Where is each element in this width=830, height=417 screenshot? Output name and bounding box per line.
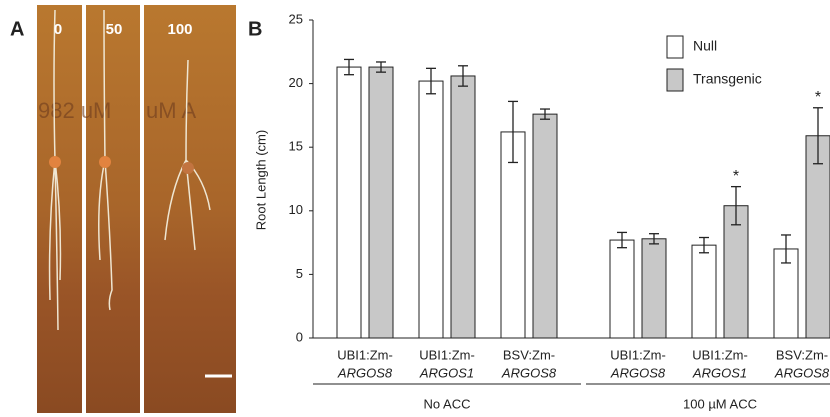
- x-tick-label: UBI1:Zm-: [337, 347, 393, 362]
- panel-letter: A: [10, 18, 24, 40]
- photo-panel: 982 uM uM A 0 50 100 A: [10, 5, 236, 413]
- legend-label: Null: [693, 38, 717, 54]
- y-tick-label: 20: [289, 75, 303, 90]
- bar: [337, 67, 361, 338]
- x-tick-label: BSV:Zm-: [776, 347, 828, 362]
- legend-label: Transgenic: [693, 71, 762, 87]
- legend-swatch: [667, 36, 683, 58]
- x-tick-label: ARGOS1: [419, 365, 474, 380]
- bar: [610, 240, 634, 338]
- x-tick-label: ARGOS8: [610, 365, 666, 380]
- seed: [182, 162, 194, 174]
- photo-label: 50: [106, 21, 123, 38]
- y-axis-label: Root Length (cm): [253, 130, 268, 230]
- bar: [451, 76, 475, 338]
- y-tick-label: 10: [289, 202, 303, 217]
- bar: [419, 81, 443, 338]
- x-tick-label: ARGOS8: [774, 365, 830, 380]
- x-tick-label: ARGOS8: [501, 365, 557, 380]
- y-tick-label: 0: [296, 329, 303, 344]
- photo-text: uM A: [146, 98, 196, 123]
- figure: 982 uM uM A 0 50 100 A B Root Length (cm…: [0, 0, 830, 417]
- group-label: 100 µM ACC: [683, 396, 757, 411]
- bar: [806, 136, 830, 338]
- x-tick-label: BSV:Zm-: [503, 347, 555, 362]
- x-tick-label: ARGOS1: [692, 365, 747, 380]
- bar: [724, 206, 748, 338]
- panel-letter: B: [248, 18, 262, 40]
- photo-text: 982 uM: [38, 98, 111, 123]
- significance-marker: *: [815, 89, 821, 106]
- y-tick-label: 5: [296, 266, 303, 281]
- bar: [642, 239, 666, 338]
- photo-label: 100: [167, 21, 192, 38]
- seed: [99, 156, 111, 168]
- photo: [86, 5, 140, 413]
- group-label: No ACC: [424, 396, 471, 411]
- significance-marker: *: [733, 168, 739, 185]
- x-tick-label: UBI1:Zm-: [692, 347, 748, 362]
- bar: [533, 114, 557, 338]
- x-tick-label: UBI1:Zm-: [419, 347, 475, 362]
- bar: [369, 67, 393, 338]
- y-tick-label: 15: [289, 139, 303, 154]
- photo: [144, 5, 236, 413]
- x-tick-label: ARGOS8: [337, 365, 393, 380]
- bar: [692, 245, 716, 338]
- y-tick-label: 25: [289, 11, 303, 26]
- x-tick-label: UBI1:Zm-: [610, 347, 666, 362]
- photo-label: 0: [54, 21, 62, 38]
- seed: [49, 156, 61, 168]
- legend-swatch: [667, 69, 683, 91]
